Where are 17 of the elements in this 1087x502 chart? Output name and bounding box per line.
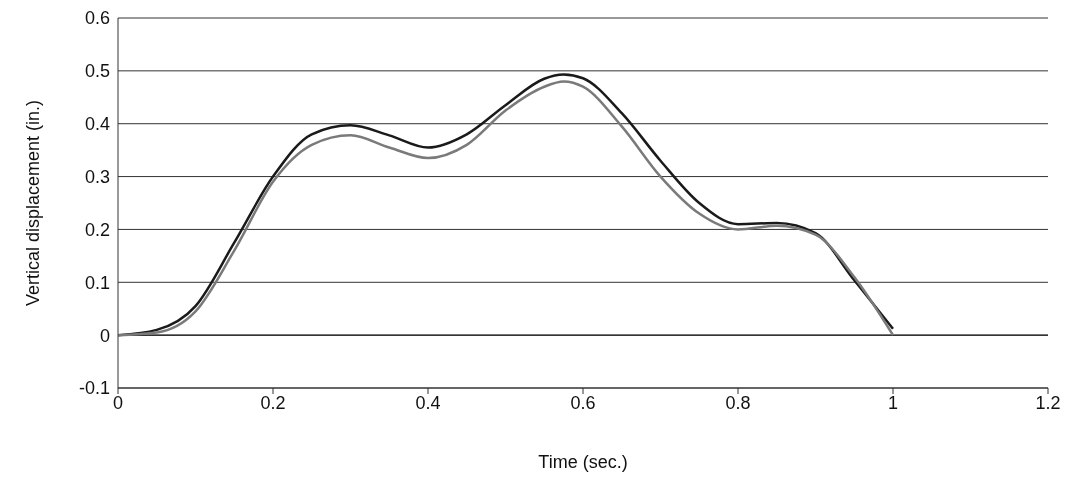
- y-tick-label: 0.4: [84, 114, 110, 135]
- x-tick-label: 1.2: [1035, 392, 1061, 413]
- y-tick-label: 0: [99, 325, 110, 346]
- x-tick-label: 0.4: [415, 392, 441, 413]
- x-axis-title: Time (sec.): [538, 452, 628, 472]
- y-tick-label: 0.5: [84, 61, 110, 82]
- x-tick-label: 0.6: [570, 392, 596, 413]
- x-tick-label: 0.2: [260, 392, 286, 413]
- y-axis-title: Vertical displacement (in.): [23, 99, 44, 307]
- y-tick-label: -0.1: [78, 378, 110, 399]
- x-tick-label: 1: [887, 392, 899, 413]
- y-tick-label: 0.3: [84, 166, 110, 187]
- y-tick-label: 0.1: [84, 272, 110, 293]
- y-tick-label: 0.6: [84, 8, 110, 29]
- y-tick-label: 0.2: [84, 219, 110, 240]
- x-tick-label: 0.8: [725, 392, 751, 413]
- x-tick-label: 0: [112, 392, 124, 413]
